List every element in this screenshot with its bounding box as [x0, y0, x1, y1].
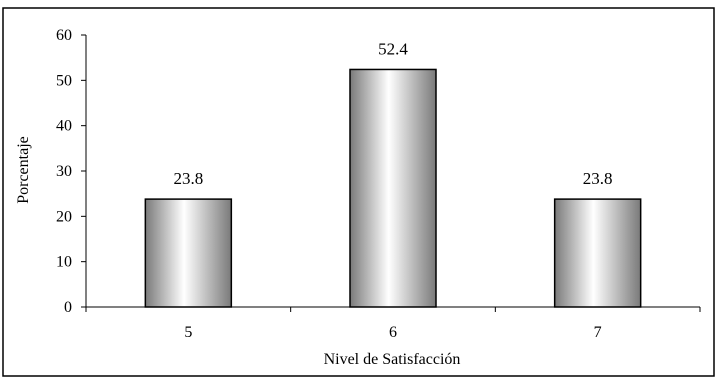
y-tick-label: 60: [56, 27, 72, 44]
x-tick-label-6: 6: [389, 324, 397, 341]
bar-5: [144, 198, 233, 308]
y-tick-label: 20: [56, 208, 72, 225]
bar-6: [349, 68, 437, 308]
y-tick-label: 50: [56, 72, 72, 89]
chart-frame: [2, 7, 715, 377]
y-tick-label: 40: [56, 118, 72, 135]
y-tick-label: 10: [56, 254, 72, 271]
data-label-6: 52.4: [378, 39, 408, 58]
bar-7: [553, 198, 642, 308]
x-axis-label: Nivel de Satisfacción: [324, 351, 461, 368]
y-tick-label: 30: [56, 163, 72, 180]
data-label-7: 23.8: [583, 169, 613, 188]
data-label-5: 23.8: [173, 169, 203, 188]
y-tick-label: 0: [64, 299, 72, 316]
x-tick-label-7: 7: [594, 324, 602, 341]
x-tick-label-5: 5: [184, 324, 192, 341]
y-axis-label: Porcentaje: [15, 136, 32, 204]
